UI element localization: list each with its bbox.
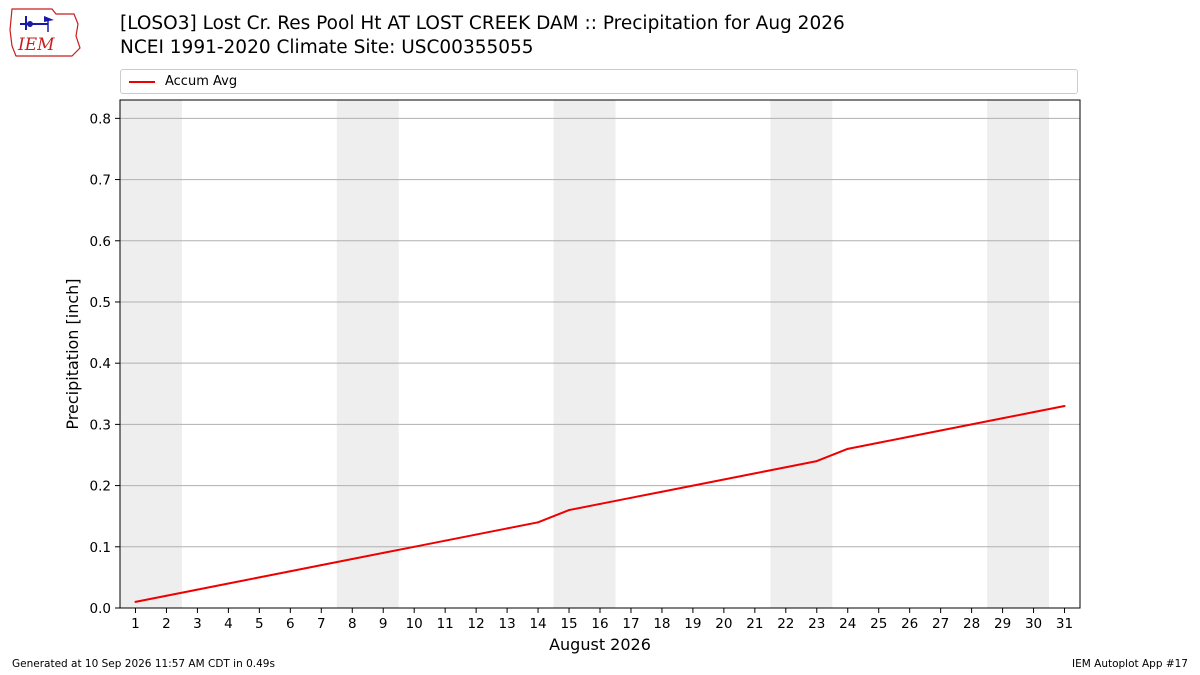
x-tick-label: 29 bbox=[994, 616, 1011, 632]
weekend-band bbox=[120, 100, 182, 608]
chart-subtitle: NCEI 1991-2020 Climate Site: USC00355055 bbox=[120, 37, 534, 58]
x-tick-label: 4 bbox=[224, 616, 233, 632]
y-tick-label: 0.1 bbox=[90, 540, 111, 556]
x-tick-label: 7 bbox=[317, 616, 326, 632]
x-tick-label: 16 bbox=[591, 616, 608, 632]
x-tick-label: 28 bbox=[963, 616, 980, 632]
accum-avg-point bbox=[413, 545, 416, 548]
y-tick-label: 0.3 bbox=[90, 417, 111, 433]
x-tick-label: 2 bbox=[162, 616, 171, 632]
accum-avg-point bbox=[227, 582, 230, 585]
accum-avg-point bbox=[382, 551, 385, 554]
y-tick-label: 0.6 bbox=[90, 234, 111, 250]
x-tick-label: 26 bbox=[901, 616, 918, 632]
weekend-band bbox=[336, 100, 399, 608]
x-tick-label: 19 bbox=[684, 616, 701, 632]
x-tick-label: 6 bbox=[286, 616, 295, 632]
accum-avg-point bbox=[351, 558, 354, 561]
x-tick-label: 9 bbox=[379, 616, 388, 632]
x-tick-label: 20 bbox=[715, 616, 732, 632]
accum-avg-point bbox=[970, 423, 973, 426]
iem-logo: IEM bbox=[9, 8, 81, 57]
accum-avg-point bbox=[939, 429, 942, 432]
x-tick-label: 18 bbox=[653, 616, 670, 632]
accum-avg-point bbox=[815, 460, 818, 463]
x-tick-label: 12 bbox=[468, 616, 485, 632]
accum-avg-point bbox=[506, 527, 509, 530]
accum-avg-point bbox=[444, 539, 447, 542]
legend-swatch bbox=[129, 81, 155, 83]
weekend-band bbox=[553, 100, 616, 608]
accum-avg-point bbox=[1001, 417, 1004, 420]
accum-avg-point bbox=[258, 576, 261, 579]
accum-avg-point bbox=[537, 521, 540, 524]
x-axis-label: August 2026 bbox=[549, 635, 651, 654]
accum-avg-point bbox=[475, 533, 478, 536]
accum-avg-point bbox=[629, 496, 632, 499]
x-tick-label: 15 bbox=[560, 616, 577, 632]
x-tick-label: 11 bbox=[437, 616, 454, 632]
x-tick-label: 27 bbox=[932, 616, 949, 632]
x-tick-label: 14 bbox=[529, 616, 546, 632]
y-tick-label: 0.4 bbox=[90, 356, 111, 372]
y-tick-label: 0.5 bbox=[90, 295, 111, 311]
accum-avg-point bbox=[196, 588, 199, 591]
logo-text: IEM bbox=[17, 35, 55, 55]
accum-avg-point bbox=[784, 466, 787, 469]
y-tick-label: 0.8 bbox=[90, 111, 111, 127]
x-tick-label: 3 bbox=[193, 616, 202, 632]
accum-avg-point bbox=[568, 509, 571, 512]
accum-avg-point bbox=[320, 564, 323, 567]
x-tick-label: 24 bbox=[839, 616, 856, 632]
app-label: IEM Autoplot App #17 bbox=[1072, 658, 1188, 670]
x-tick-label: 23 bbox=[808, 616, 825, 632]
x-tick-label: 31 bbox=[1056, 616, 1073, 632]
y-tick-label: 0.2 bbox=[90, 479, 111, 495]
legend-label: Accum Avg bbox=[165, 74, 238, 89]
chart-title: [LOSO3] Lost Cr. Res Pool Ht AT LOST CRE… bbox=[120, 13, 845, 34]
x-tick-label: 25 bbox=[870, 616, 887, 632]
accum-avg-point bbox=[722, 478, 725, 481]
accum-avg-point bbox=[289, 570, 292, 573]
y-axis-label: Precipitation [inch] bbox=[63, 278, 82, 429]
accum-avg-point bbox=[165, 594, 168, 597]
y-tick-label: 0.7 bbox=[90, 173, 111, 189]
x-tick-label: 1 bbox=[131, 616, 140, 632]
x-tick-label: 10 bbox=[406, 616, 423, 632]
accum-avg-point bbox=[1063, 405, 1066, 408]
accum-avg-point bbox=[877, 441, 880, 444]
x-tick-label: 17 bbox=[622, 616, 639, 632]
x-tick-label: 5 bbox=[255, 616, 264, 632]
x-tick-label: 13 bbox=[499, 616, 516, 632]
accum-avg-point bbox=[691, 484, 694, 487]
weekend-band bbox=[770, 100, 833, 608]
x-tick-label: 30 bbox=[1025, 616, 1042, 632]
accum-avg-point bbox=[660, 490, 663, 493]
x-tick-label: 22 bbox=[777, 616, 794, 632]
weekend-band bbox=[987, 100, 1050, 608]
accum-avg-point bbox=[599, 502, 601, 505]
accum-avg-point bbox=[908, 435, 911, 438]
accum-avg-point bbox=[1032, 411, 1035, 414]
accum-avg-point bbox=[753, 472, 756, 475]
x-tick-label: 21 bbox=[746, 616, 763, 632]
y-tick-label: 0.0 bbox=[90, 601, 111, 617]
x-tick-label: 8 bbox=[348, 616, 357, 632]
generated-timestamp: Generated at 10 Sep 2026 11:57 AM CDT in… bbox=[12, 658, 275, 670]
accum-avg-point bbox=[134, 600, 137, 603]
accum-avg-point bbox=[846, 447, 849, 450]
legend: Accum Avg bbox=[120, 69, 1078, 94]
